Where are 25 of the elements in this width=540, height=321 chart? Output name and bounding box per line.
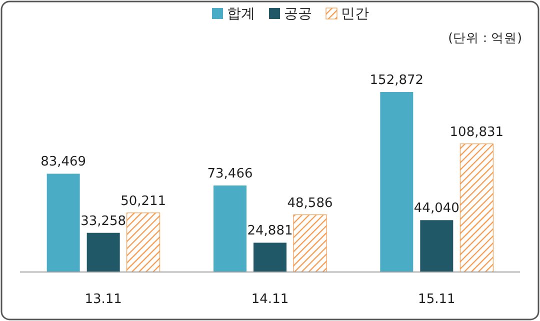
data-label: 24,881 [247,224,293,239]
legend-label: 공공 [284,6,312,22]
bar [214,185,246,272]
legend-label: 민간 [341,6,369,22]
bar [46,174,80,272]
bar [126,212,160,272]
data-label: 152,872 [370,73,424,88]
data-label: 108,831 [450,124,504,140]
data-label: 50,211 [120,194,166,209]
x-tick-label: 15.11 [418,292,456,307]
data-label: 44,040 [414,201,460,216]
data-label: 48,586 [287,196,333,211]
legend-label: 합계 [227,6,255,22]
bar [380,92,414,272]
bar [254,242,286,272]
bar [460,144,494,272]
data-label: 73,466 [207,166,253,182]
data-label: 33,258 [80,214,126,229]
data-label: 83,469 [40,154,86,170]
x-tick-label: 13.11 [84,292,122,307]
bar [86,232,120,272]
text: (단위 : 억원) [448,30,522,45]
x-tick-label: 14.11 [251,292,289,307]
bar [293,214,327,272]
bar [420,220,454,272]
